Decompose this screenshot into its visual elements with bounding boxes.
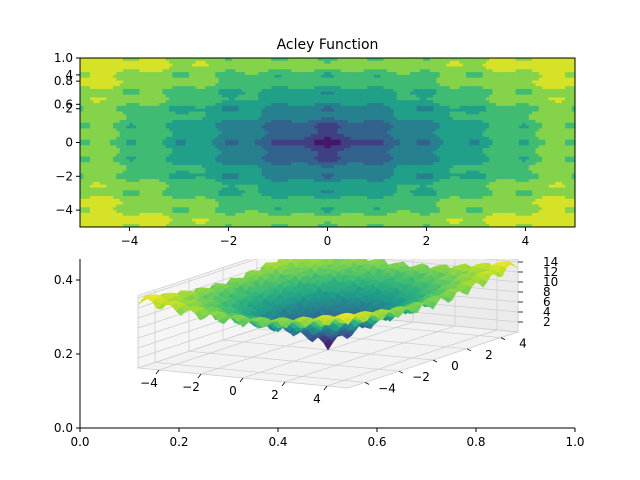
svg-text:0.2: 0.2	[54, 347, 73, 361]
surface-y-tick: 0	[432, 359, 459, 373]
svg-text:−4: −4	[140, 376, 158, 390]
surface-z-tick: 4	[518, 305, 551, 319]
svg-text:0: 0	[451, 359, 459, 373]
svg-text:10: 10	[543, 275, 558, 289]
overlay-bottom-x-tick: 0.4	[268, 428, 288, 449]
svg-text:6: 6	[543, 295, 551, 309]
contour-x-tick: −4	[121, 227, 138, 248]
surface-x-tick: 4	[313, 385, 328, 406]
surface-x-tick: 0	[229, 377, 244, 398]
contour-y-tick: −2	[55, 169, 80, 183]
svg-text:0.6: 0.6	[367, 435, 386, 449]
surface-z-tick: 8	[518, 285, 551, 299]
svg-text:−2: −2	[412, 370, 430, 384]
svg-text:0: 0	[229, 384, 237, 398]
surface-y-tick: 4	[500, 337, 527, 351]
surface-y-tick: −2	[398, 370, 430, 384]
surface-z-tick: 14	[518, 255, 558, 269]
contour-x-tick: 4	[522, 227, 529, 248]
overlay-bottom-y-tick: 0.2	[54, 347, 80, 361]
contour-x-tick: −2	[220, 227, 237, 248]
contour-x-tick: 2	[423, 227, 430, 248]
overlay-bottom-y-tick: 0.4	[54, 273, 80, 287]
chart-title: Acley Function	[277, 37, 379, 53]
svg-text:14: 14	[543, 255, 558, 269]
svg-text:2: 2	[271, 388, 279, 402]
overlay-bottom-x-tick: 0.2	[169, 428, 189, 449]
contour-x-tick: 0	[324, 227, 331, 248]
surface-z-tick: 10	[518, 275, 558, 289]
svg-text:4: 4	[313, 392, 321, 406]
svg-text:4: 4	[543, 305, 551, 319]
overlay-bottom-x-tick: 1.0	[565, 428, 585, 449]
contour-y-tick: −4	[55, 203, 80, 217]
svg-text:12: 12	[543, 265, 558, 279]
surface-z-tick: 6	[518, 295, 551, 309]
svg-text:0.8: 0.8	[466, 435, 485, 449]
surface-z-tick: 2	[518, 315, 551, 329]
overlay-bottom-x-tick: 0.6	[367, 428, 387, 449]
surface-x-tick: −2	[182, 373, 202, 394]
contour-y-tick: 2	[65, 102, 80, 116]
svg-text:2: 2	[485, 348, 493, 362]
overlay-axes-bottom: 0.0 0.2 0.4 0.6 0.8 1.0 0.0 0.2 0.4	[54, 259, 585, 449]
svg-text:0.4: 0.4	[268, 435, 287, 449]
overlay-bottom-x-tick: 0.8	[466, 428, 486, 449]
svg-text:0.2: 0.2	[169, 435, 188, 449]
overlay-top-y-tick: 0.6	[54, 97, 80, 111]
svg-text:2: 2	[543, 315, 551, 329]
svg-text:0.4: 0.4	[54, 273, 73, 287]
surface-x-tick: 2	[271, 381, 286, 402]
svg-text:−2: −2	[182, 380, 200, 394]
surface-x-tick: −4	[140, 369, 160, 390]
surface-plot	[137, 259, 519, 389]
surface-z-tick: 12	[518, 265, 558, 279]
svg-text:1.0: 1.0	[565, 435, 584, 449]
svg-text:−4: −4	[378, 381, 396, 395]
svg-text:0.0: 0.0	[70, 435, 89, 449]
surface-y-tick: −4	[364, 381, 396, 395]
surface-mesh	[137, 259, 519, 351]
svg-text:4: 4	[519, 337, 527, 351]
svg-text:8: 8	[543, 285, 551, 299]
overlay-top-y-tick: 0.8	[54, 74, 80, 88]
overlay-top-y-tick: 1.0	[54, 51, 80, 65]
overlay-bottom-y-tick: 0.0	[54, 421, 80, 435]
contour-plot	[80, 58, 575, 227]
contour-y-tick: 0	[65, 136, 80, 150]
contour-axes: −4 −2 0 2 4 −4 −2 0 2 4 1.0 0.8 0.6	[54, 51, 576, 248]
contour-y-tick: 4	[65, 68, 80, 82]
overlay-bottom-x-tick: 0.0	[70, 428, 90, 449]
svg-text:0.0: 0.0	[54, 421, 73, 435]
contour-field	[80, 58, 575, 227]
surface-y-tick: 2	[466, 348, 493, 362]
